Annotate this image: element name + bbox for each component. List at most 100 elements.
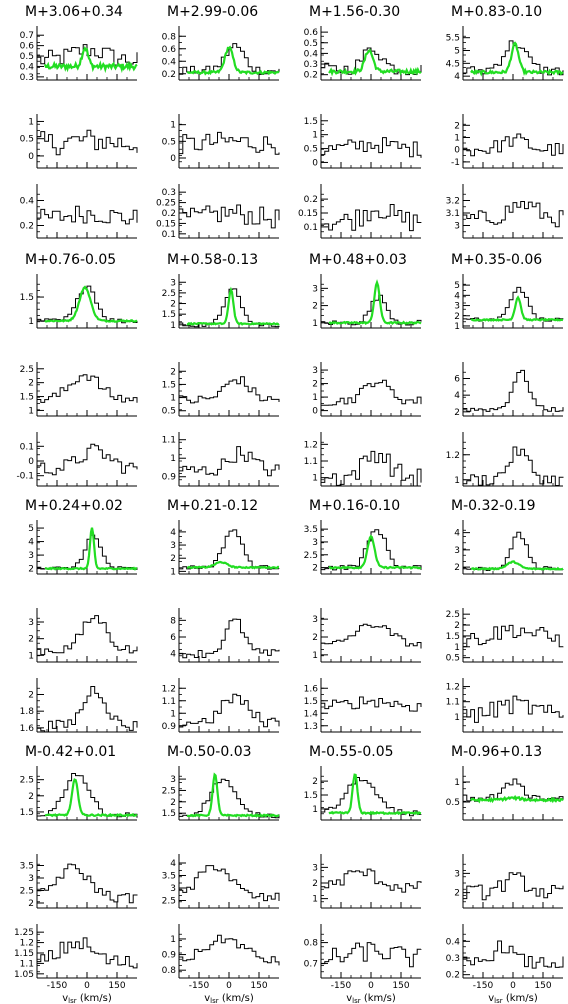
y-tick-label: 5 — [454, 47, 460, 57]
panel-title: M-0.55-0.05 — [309, 744, 394, 760]
x-tick-label: -150 — [331, 981, 352, 991]
y-tick-label: 4 — [454, 72, 460, 82]
y-tick-label: 1.5 — [446, 632, 460, 642]
subplot-row-3: 3.2 3.1 3 — [446, 184, 564, 239]
subplot-row-1: 21.51 — [304, 766, 422, 821]
y-tick-label: 2.5 — [446, 610, 460, 620]
y-tick-label: 0.5 — [446, 654, 460, 664]
y-tick-label: 3 — [28, 874, 34, 884]
y-tick-label: 1 — [312, 474, 318, 484]
y-tick-label: 4 — [170, 650, 176, 660]
y-tick-label: 0.2 — [20, 222, 34, 232]
panel-M+0.16-0.10: M+0.16-0.10 3.5 3 2.5 2 3 2 1 1.6 1.5 1.4 1.3 — [304, 498, 422, 733]
subplot-row-2: 3 2 1 — [312, 854, 422, 909]
y-tick-label: 2.5 — [20, 776, 34, 786]
y-tick-label: 0.6 — [162, 45, 177, 55]
subplot-row-1: 32.521.51 — [162, 274, 280, 331]
subplot-row-3: 1.6 1.5 1.4 1.3 — [304, 678, 422, 733]
y-tick-label: 2 — [312, 879, 318, 889]
y-tick-label: 1 — [170, 454, 176, 464]
observed-spectrum — [463, 940, 564, 969]
panel-M+2.99-0.06: M+2.99-0.060.80.60.40.210.500.30.250.20.… — [156, 4, 280, 240]
observed-spectrum — [37, 863, 138, 904]
y-tick-label: 2 — [312, 302, 318, 312]
overlay-spectrum — [470, 41, 564, 77]
y-tick-label: 1 — [28, 117, 34, 127]
y-tick-label: 3 — [28, 551, 34, 561]
y-tick-label: 2 — [28, 635, 34, 645]
x-axis-title: vlsr (km/s) — [488, 993, 538, 1004]
y-tick-label: 0.2 — [304, 195, 318, 205]
observed-spectrum — [179, 865, 280, 902]
overlay-spectrum — [44, 778, 138, 818]
subplot-row-2: 3 2 1 — [312, 608, 422, 663]
panel-title: M+3.06+0.34 — [25, 4, 123, 20]
y-tick-label: 1 — [312, 805, 318, 815]
y-tick-label: 0.15 — [298, 209, 318, 219]
subplot-row-1: 0.60.50.40.30.2 — [304, 26, 422, 81]
y-tick-label: 4 — [454, 529, 460, 539]
y-tick-label: 3 — [312, 538, 318, 548]
y-tick-label: 2 — [454, 889, 460, 899]
y-tick-label: 1.5 — [162, 380, 176, 390]
subplot-row-3: 1.21 — [446, 432, 564, 487]
y-tick-label: 6 — [170, 633, 176, 643]
x-tick-label: 150 — [392, 981, 409, 991]
overlay-spectrum — [328, 773, 422, 816]
y-tick-label: 1.5 — [20, 393, 34, 403]
panel-title: M+1.56-0.30 — [309, 4, 400, 20]
y-tick-label: 1 — [28, 406, 34, 416]
y-tick-label: 3.5 — [162, 872, 176, 882]
y-tick-label: 0.8 — [162, 966, 177, 976]
observed-spectrum — [463, 872, 564, 901]
y-tick-label: 3 — [312, 615, 318, 625]
subplot-row-2: 3 2 1 0 — [312, 362, 422, 417]
observed-spectrum — [37, 686, 138, 733]
y-tick-label: 1 — [170, 121, 176, 131]
y-tick-label: 2 — [312, 564, 318, 574]
y-tick-label: 1.6 — [20, 724, 35, 734]
subplot-row-1: 5 4 3 2 — [28, 520, 138, 575]
panel-M+0.76-0.05: M+0.76-0.051.512.521.510.10-0.1 — [16, 252, 138, 487]
y-tick-label: 0.5 — [304, 39, 318, 49]
y-tick-label: 0.5 — [162, 407, 176, 417]
subplot-row-1: 32.5 21.5 — [162, 766, 280, 821]
y-tick-label: 0.1 — [304, 223, 318, 233]
observed-spectrum — [179, 778, 280, 819]
observed-spectrum — [37, 129, 138, 156]
y-tick-label: 0 — [312, 407, 318, 417]
y-tick-label: 3 — [170, 278, 176, 288]
subplot-row-2: 6 4 2 — [454, 362, 564, 418]
observed-spectrum — [463, 369, 564, 412]
panel-M-0.42+0.01: M-0.42+0.01 2.5 2 1.5 3.5 3 2.5 2 1.251.21.151.1… — [14, 744, 138, 980]
observed-spectrum — [37, 615, 138, 656]
panel-title: M+0.58-0.13 — [167, 252, 258, 268]
subplot-row-3: 0.4 0.3 0.2 — [446, 924, 564, 981]
y-tick-label: 3 — [454, 222, 460, 232]
y-tick-label: 3.1 — [446, 209, 460, 219]
panel-title: M+0.83-0.10 — [451, 4, 542, 20]
subplot-row-3: 1.2 1.1 1 0.9 — [162, 678, 280, 733]
observed-spectrum — [37, 443, 138, 476]
panel-M+1.56-0.30: M+1.56-0.300.60.50.40.30.21.510.500.20.1… — [298, 4, 422, 239]
subplot-row-1: 1.51 — [20, 274, 138, 329]
y-tick-label: 5 — [28, 524, 34, 534]
subplot-row-2: 2.5 2 1.5 1 — [20, 362, 138, 417]
y-tick-label: 1.4 — [304, 709, 319, 719]
overlay-spectrum — [44, 285, 138, 323]
y-tick-label: 1 — [454, 322, 460, 332]
y-tick-label: 1.1 — [20, 959, 34, 969]
y-tick-label: 1.5 — [162, 310, 176, 320]
y-tick-label: -0.1 — [16, 472, 34, 482]
y-tick-label: 2.5 — [162, 786, 176, 796]
y-tick-label: 1 — [312, 319, 318, 329]
panel-title: M+0.35-0.06 — [451, 252, 542, 268]
overlay-spectrum — [470, 794, 564, 804]
y-tick-label: 1 — [312, 393, 318, 403]
x-tick-label: -150 — [473, 981, 494, 991]
overlay-spectrum — [186, 286, 280, 326]
panel-title: M-0.96+0.13 — [451, 744, 542, 760]
